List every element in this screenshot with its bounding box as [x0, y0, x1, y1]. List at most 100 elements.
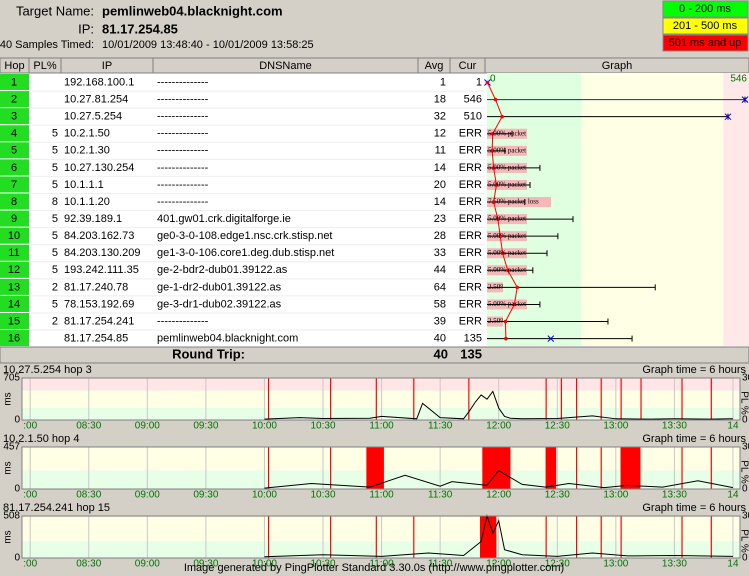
packet-loss	[710, 447, 712, 489]
x-tick-label: 09:00	[135, 421, 160, 432]
x-tick-label: 12:00	[486, 421, 511, 432]
pl: 5	[52, 264, 58, 276]
dns: --------------	[157, 128, 209, 140]
x-tick-label: 09:30	[193, 490, 218, 501]
hop-cell	[0, 210, 29, 227]
cur: ERR	[459, 315, 482, 327]
x-tick-label: 10:30	[311, 490, 336, 501]
column-header-label: Graph	[602, 60, 633, 72]
packet-loss	[375, 378, 377, 420]
packet-loss	[560, 378, 562, 420]
ip: 78.153.192.69	[64, 298, 134, 310]
band-high	[22, 378, 740, 391]
current-marker	[741, 96, 749, 103]
x-tick-label: 12:30	[545, 490, 570, 501]
packet-loss-label: 2.50%	[488, 283, 506, 291]
y2-tick-label: 0	[742, 415, 748, 426]
hop-cell	[0, 330, 29, 347]
column-header-label: Hop	[4, 60, 24, 72]
packet-loss	[330, 516, 332, 558]
ip: 81.17.254.85	[64, 332, 128, 344]
packet-loss	[366, 447, 384, 489]
avg: 39	[434, 315, 446, 327]
dns: --------------	[157, 145, 209, 157]
ip-label: IP:	[78, 21, 94, 36]
hop: 2	[11, 94, 17, 106]
hop-cell	[0, 108, 29, 125]
hop-cell	[0, 159, 29, 176]
column-header-label: DNSName	[259, 60, 312, 72]
y2-axis-label: PL %	[738, 460, 749, 484]
pl: 5	[52, 179, 58, 191]
packet-loss-label: 5.00% packet loss	[488, 129, 539, 137]
avg: 28	[434, 230, 446, 242]
ip: 92.39.189.1	[64, 213, 122, 225]
latency-line	[264, 390, 733, 420]
avg-point	[493, 97, 498, 102]
y-tick-label: 705	[3, 373, 20, 384]
avg-point	[500, 114, 504, 119]
pl: 8	[52, 196, 58, 208]
hop-cell	[0, 227, 29, 244]
hop: 1	[11, 76, 17, 88]
pl: 5	[52, 128, 58, 140]
hop: 14	[8, 298, 20, 310]
y2-tick-label: 0	[742, 484, 748, 495]
hop-cell	[0, 74, 29, 91]
avg: 40	[434, 332, 446, 344]
pl: 5	[52, 145, 58, 157]
round-trip-cur: 135	[460, 346, 482, 361]
y2-tick-label: 30	[742, 373, 749, 384]
band-low	[22, 541, 740, 558]
plot-frame	[21, 446, 741, 490]
packet-loss	[620, 516, 622, 558]
dns: ge0-3-0-108.edge1.nsc.crk.stisp.net	[157, 230, 333, 242]
y2-axis-label: PL %	[738, 529, 749, 553]
avg-point	[512, 302, 517, 307]
x-tick-label: 08:30	[76, 559, 101, 570]
x-tick-label: 12:30	[545, 421, 570, 432]
x-tick-label: 10:30	[311, 421, 336, 432]
latency-line	[264, 469, 734, 489]
cur: ERR	[459, 128, 482, 140]
x-tick-label: 10:30	[311, 559, 336, 570]
ip: 84.203.130.209	[64, 247, 140, 259]
avg-point	[494, 183, 499, 187]
avg: 11	[435, 145, 446, 157]
packet-loss	[681, 447, 683, 489]
ip: 81.17.240.78	[64, 281, 128, 293]
hop-cell	[0, 91, 29, 108]
ip: 10.2.1.50	[64, 128, 110, 140]
avg: 12	[434, 128, 446, 140]
ip: 84.203.162.73	[64, 230, 134, 242]
zone-high	[723, 73, 749, 346]
hop: 8	[11, 196, 17, 208]
cur: 510	[464, 111, 482, 123]
avg: 14	[434, 196, 446, 208]
target-name: pemlinweb04.blacknight.com	[102, 3, 283, 18]
hop: 9	[11, 213, 17, 225]
cur: ERR	[459, 213, 482, 225]
avg: 14	[434, 162, 446, 174]
packet-loss	[545, 516, 547, 558]
x-tick-label: 11:00	[369, 421, 394, 432]
packet-loss	[600, 447, 602, 489]
band-low	[22, 408, 740, 420]
dns: pemlinweb04.blacknight.com	[157, 332, 298, 344]
cur: ERR	[459, 179, 482, 191]
cur: ERR	[459, 281, 482, 293]
dns: ge-3-dr1-dub02.39122.as	[157, 298, 282, 310]
y-axis-label: ms	[3, 461, 14, 474]
legend-label: 0 - 200 ms	[679, 3, 731, 15]
x-tick-label: 14	[727, 421, 739, 432]
x-tick-label: 11:30	[428, 490, 453, 501]
dns: 401.gw01.crk.digitalforge.ie	[157, 213, 291, 225]
plot-frame	[21, 377, 741, 421]
avg-point	[500, 251, 505, 256]
target-label: Target Name:	[16, 3, 94, 18]
ip: 10.27.130.254	[64, 162, 134, 174]
packet-loss	[600, 378, 602, 420]
cur: ERR	[459, 230, 482, 242]
hop: 16	[8, 332, 20, 344]
packet-loss-label: 2.50%	[488, 317, 506, 325]
